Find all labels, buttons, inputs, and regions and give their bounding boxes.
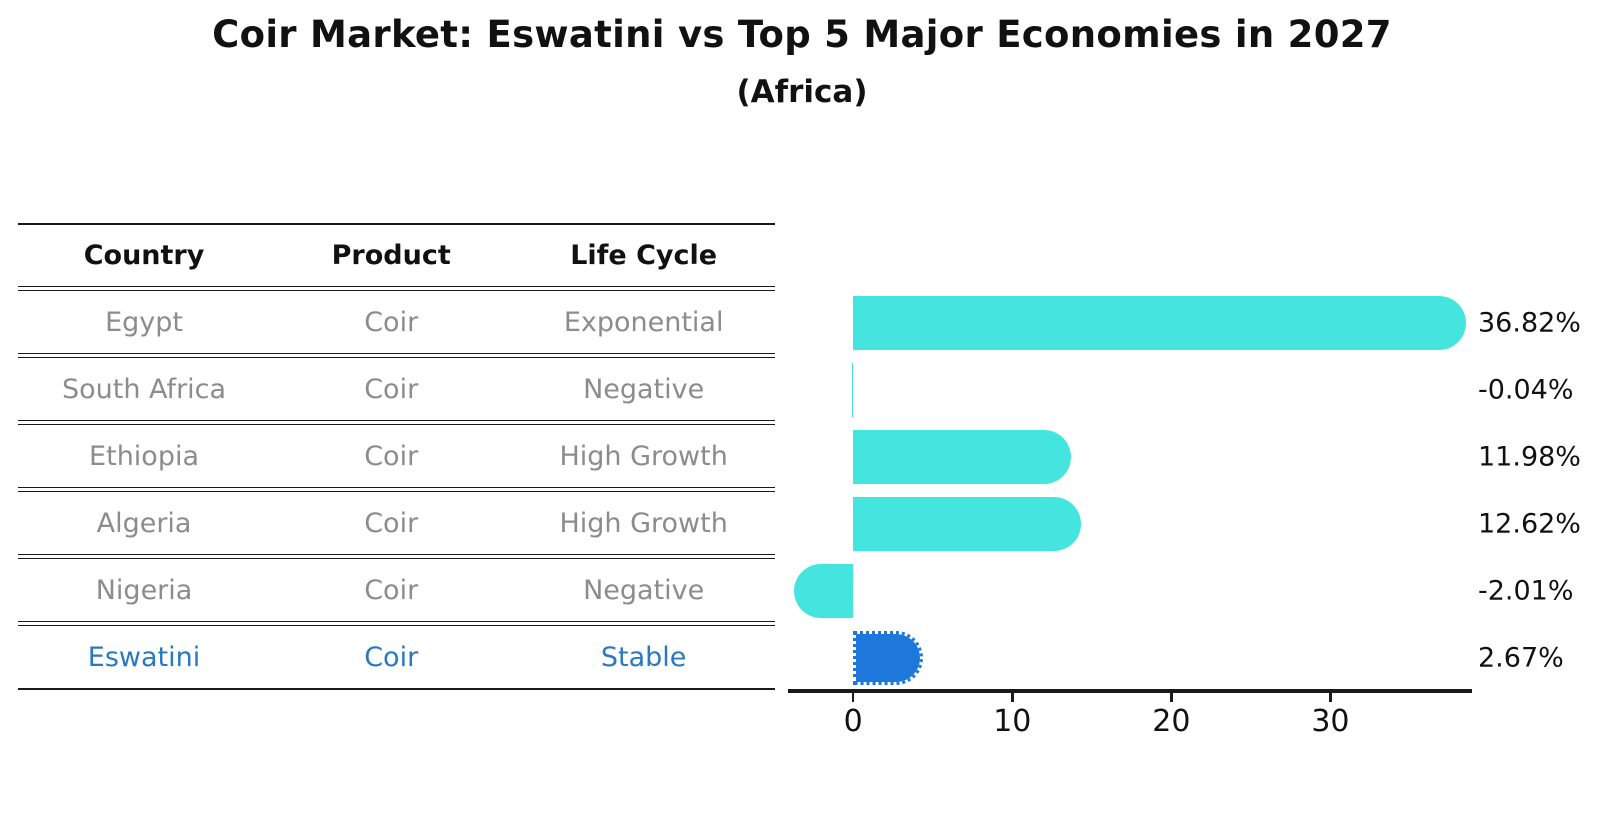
bar-algeria — [853, 496, 1081, 551]
x-axis-tick — [1011, 692, 1014, 702]
row-divider — [18, 487, 775, 492]
column-header-country: Country — [83, 240, 205, 271]
bar-value-label: 12.62% — [1478, 508, 1581, 539]
table-row: Ethiopia Coir High Growth — [18, 425, 775, 487]
table-cell-life-cycle: Negative — [583, 373, 705, 405]
bar-eswatini — [853, 630, 923, 685]
column-header-product: Product — [331, 240, 451, 271]
row-divider — [18, 286, 775, 291]
bar-value-label: 11.98% — [1478, 441, 1581, 472]
table-row: Algeria Coir High Growth — [18, 492, 775, 554]
table-cell-life-cycle: High Growth — [559, 507, 728, 539]
column-header-life-cycle: Life Cycle — [570, 240, 718, 271]
table-cell-product: Coir — [364, 373, 419, 405]
table-row: Eswatini Coir Stable — [18, 626, 775, 688]
table-cell-country: Algeria — [96, 507, 192, 539]
x-axis-tick — [1329, 692, 1332, 702]
table-cell-life-cycle: Stable — [600, 641, 687, 673]
table-cell-product: Coir — [364, 574, 419, 606]
table-cell-life-cycle: Exponential — [563, 306, 724, 338]
table-top-border — [18, 223, 775, 225]
row-divider — [18, 554, 775, 559]
table-cell-product: Coir — [364, 440, 419, 472]
table-row: Nigeria Coir Negative — [18, 559, 775, 621]
x-axis-tick-label: 30 — [1311, 704, 1350, 739]
row-divider — [18, 621, 775, 626]
table-bottom-border — [18, 688, 775, 690]
bar-south-africa — [851, 362, 854, 417]
table-cell-product: Coir — [364, 306, 419, 338]
bar-value-label: 36.82% — [1478, 307, 1581, 338]
bar-ethiopia — [853, 429, 1071, 484]
bar-value-label: 2.67% — [1478, 642, 1564, 673]
bar-chart: 0 10 20 30 — [788, 289, 1472, 739]
table-cell-country: Nigeria — [95, 574, 193, 606]
table-cell-product: Coir — [364, 507, 419, 539]
bar-value-label: -0.04% — [1478, 374, 1574, 405]
bar-egypt — [853, 295, 1466, 350]
chart-title: Coir Market: Eswatini vs Top 5 Major Eco… — [212, 13, 1392, 56]
table-row: South Africa Coir Negative — [18, 358, 775, 420]
table-cell-country: South Africa — [62, 373, 227, 405]
table-cell-product: Coir — [364, 641, 419, 673]
x-axis-tick-label: 10 — [993, 704, 1032, 739]
row-divider — [18, 420, 775, 425]
comparison-table: Country Product Life Cycle Egypt Coir Ex… — [18, 223, 775, 690]
x-axis-tick-label: 20 — [1152, 704, 1191, 739]
table-header-row: Country Product Life Cycle — [18, 225, 775, 286]
bar-value-label: -2.01% — [1478, 575, 1574, 606]
table-cell-country: Eswatini — [87, 641, 201, 673]
row-divider — [18, 353, 775, 358]
chart-subtitle: (Africa) — [736, 74, 868, 110]
table-cell-life-cycle: High Growth — [559, 440, 728, 472]
x-axis-tick — [1170, 692, 1173, 702]
x-axis-tick — [851, 692, 855, 702]
table-row: Egypt Coir Exponential — [18, 291, 775, 353]
table-cell-country: Egypt — [105, 306, 183, 338]
table-cell-country: Ethiopia — [89, 440, 200, 472]
table-cell-life-cycle: Negative — [583, 574, 705, 606]
x-axis-line — [788, 689, 1472, 693]
x-axis-tick-label: 0 — [843, 704, 863, 739]
bar-nigeria — [794, 563, 854, 618]
